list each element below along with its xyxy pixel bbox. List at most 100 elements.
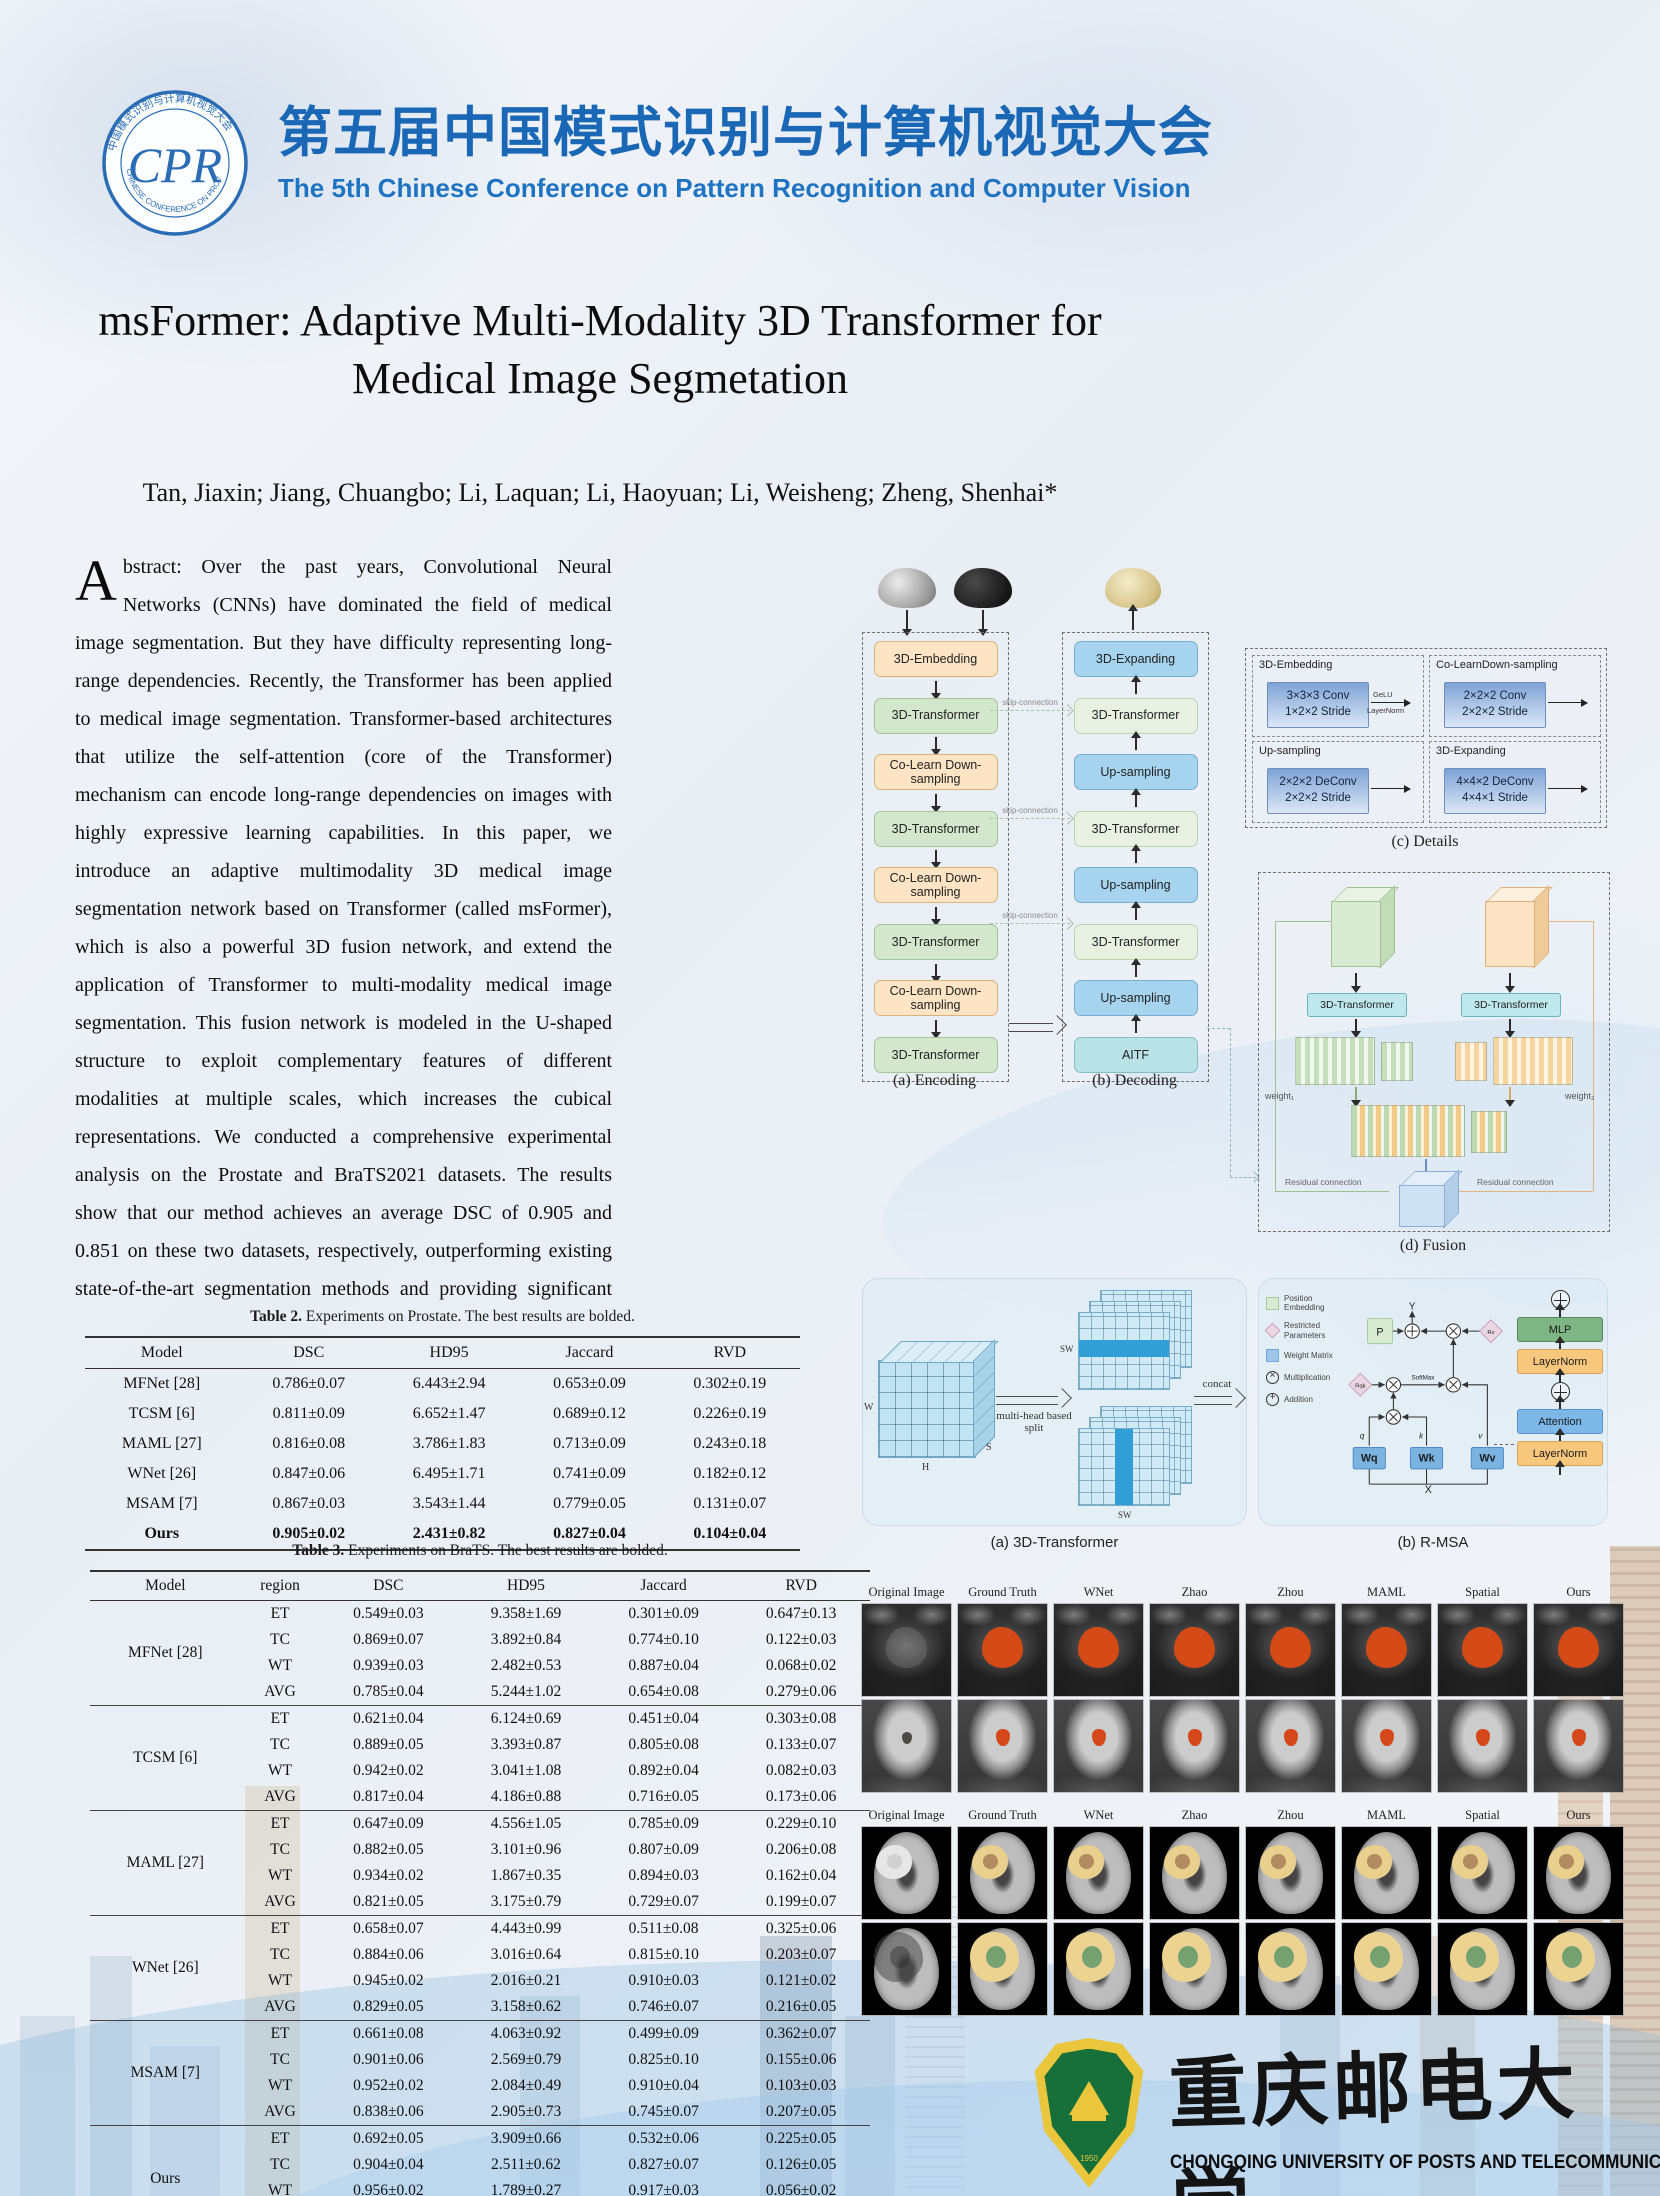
- value-cell: 0.243±0.18: [693, 1435, 767, 1452]
- mri-image: [861, 1922, 952, 2016]
- table-row: TC 0.889±0.05 3.393±0.87 0.805±0.08 0.133±0.…: [90, 1732, 870, 1758]
- table-row: TC 0.882±0.05 3.101±0.96 0.807±0.09 0.206±0.…: [90, 1837, 870, 1863]
- details-cell-title: 3D-Embedding: [1259, 659, 1333, 671]
- university-logo-inner: 1950: [1044, 2048, 1134, 2175]
- axis-s-label: S: [986, 1442, 992, 1453]
- feature-slices-orange-small: [1455, 1042, 1487, 1081]
- attention-window-band: [1079, 1340, 1169, 1358]
- legend-item: Multiplication: [1266, 1370, 1348, 1384]
- table3-caption-text: Experiments on BraTS. The best results a…: [344, 1542, 668, 1559]
- svg-text:Wk: Wk: [1418, 1453, 1434, 1465]
- arrow-up-icon: [1555, 1460, 1565, 1475]
- value-cell: 0.162±0.04: [765, 1867, 837, 1884]
- segmentation-mask: [1092, 1728, 1106, 1746]
- model-cell: MAML [27]: [121, 1435, 202, 1452]
- feature-slices-green: [1295, 1037, 1375, 1085]
- legend-label: Weight Matrix: [1284, 1350, 1333, 1360]
- encoding-label: (a) Encoding: [892, 1072, 977, 1089]
- diamond-pink-icon: [1264, 1322, 1281, 1339]
- fusion-label: (d) Fusion: [1399, 1237, 1467, 1254]
- value-cell: 0.815±0.10: [628, 1946, 699, 1963]
- value-cell: 3.175±0.79: [490, 1893, 562, 1910]
- arrow-down-icon: [930, 963, 941, 983]
- value-cell: 0.279±0.06: [765, 1683, 837, 1700]
- value-cell: 0.549±0.03: [319, 1600, 458, 1627]
- block-aitf: AITF: [1073, 1036, 1198, 1073]
- table-row: MAML [27] 0.816±0.08 3.786±1.83 0.713±0.09 0…: [85, 1429, 800, 1459]
- segmentation-mask: [876, 1845, 912, 1879]
- table-row: WNet [26] 0.847±0.06 6.495±1.71 0.741±0.09 0…: [85, 1459, 800, 1489]
- block-up-sampling: Up-sampling: [1073, 754, 1198, 791]
- value-cell: 4.063±0.92: [457, 2020, 595, 2047]
- value-cell: 0.104±0.04: [659, 1519, 800, 1551]
- value-cell: 3.158±0.62: [490, 1998, 562, 2015]
- feature-slices-orange: [1493, 1037, 1573, 1085]
- value-cell: 4.443±0.99: [457, 1915, 595, 1942]
- table-row: MFNet [28] ET 0.549±0.03 9.358±1.69 0.301±0.…: [90, 1600, 870, 1706]
- oplus-icon: [1266, 1392, 1279, 1406]
- region-cell: WT: [268, 1762, 293, 1779]
- conv-spec-box: 2×2×2 Conv 2×2×2 Stride: [1444, 682, 1546, 728]
- value-cell: 0.838±0.06: [353, 2103, 424, 2120]
- table-column-header: HD95: [378, 1336, 520, 1369]
- mri-image: [1149, 1699, 1240, 1793]
- legend-label: Position Embedding: [1284, 1294, 1325, 1313]
- segmentation-mask: [886, 1627, 927, 1669]
- value-cell: 0.325±0.06: [732, 1915, 870, 1942]
- conv-spec-line: 2×2×2 Conv: [1463, 690, 1527, 703]
- region-cell: AVG: [264, 1683, 296, 1700]
- value-cell: 3.101±0.96: [490, 1841, 562, 1858]
- details-panel: 3D-Embedding 3×3×3 Conv 1×2×2 Stride GeLU La…: [1245, 648, 1607, 828]
- modality2-feature-volume: [1485, 885, 1553, 969]
- aitf-fusion-connector: [1207, 1028, 1230, 1029]
- residual-line-left: [1275, 921, 1331, 922]
- model-cell: MSAM [7]: [126, 1495, 198, 1512]
- otimes-icon: [1266, 1370, 1279, 1384]
- value-cell: 0.952±0.02: [353, 2077, 424, 2094]
- value-cell: 0.889±0.05: [353, 1736, 424, 1753]
- value-cell: 0.303±0.08: [732, 1705, 870, 1732]
- prostate-results-table: Model DSC HD95 Jaccard RVD MFNet [28] 0.786±0…: [85, 1336, 800, 1551]
- model-cell: Ours: [90, 2125, 241, 2196]
- table2-caption-text: Experiments on Prostate. The best result…: [302, 1308, 635, 1325]
- output-segmentation-image: [1105, 568, 1161, 608]
- pagoda-emblem: [1068, 2081, 1109, 2116]
- skip-connection-label: skip-connection: [1002, 806, 1058, 815]
- table-row: TC 0.884±0.06 3.016±0.64 0.815±0.10 0.203±0.…: [90, 1942, 870, 1968]
- decoding-label: (b) Decoding: [1092, 1072, 1177, 1089]
- grid-header-row: Original Image Ground Truth WNet Zhao Zhou MA…: [862, 1808, 1623, 1823]
- table-column-header: RVD: [659, 1336, 800, 1369]
- skip-connection-label: skip-connection: [1002, 698, 1058, 707]
- legend-item: Weight Matrix: [1266, 1348, 1348, 1362]
- table-row: TC 0.869±0.07 3.892±0.84 0.774±0.10 0.122±0.…: [90, 1627, 870, 1653]
- conv-spec-box: 4×4×2 DeConv 4×4×1 Stride: [1444, 768, 1546, 814]
- segmentation-mask: [982, 1627, 1023, 1669]
- mri-image: [1533, 1699, 1624, 1793]
- grid-column-label: Ours: [1566, 1808, 1591, 1822]
- details-cell: 3D-Embedding 3×3×3 Conv 1×2×2 Stride GeLU La…: [1252, 655, 1424, 737]
- arrow-up-icon: [1130, 957, 1141, 977]
- details-cell: 3D-Expanding 4×4×2 DeConv 4×4×1 Stride: [1429, 741, 1601, 823]
- arrow-down-icon: [930, 1020, 941, 1040]
- conference-logo: 中国模式识别与计算机视觉大会 CHINESE CONFERENCE ON PRC…: [100, 88, 250, 243]
- bottleneck-arrow-icon: [1009, 1023, 1053, 1032]
- arrow-up-icon: [1555, 1303, 1565, 1317]
- grid-column-label: Zhou: [1277, 1585, 1304, 1599]
- architecture-figure: 3D-Embedding 3D-Transformer Co-Learn Down-…: [862, 565, 1652, 1265]
- model-cell: TCSM [6]: [90, 1705, 241, 1811]
- arrow-up-icon: [1130, 901, 1141, 921]
- conv-spec-line: 2×2×2 Stride: [1462, 706, 1528, 718]
- value-cell: 0.301±0.09: [594, 1600, 733, 1627]
- value-cell: 0.827±0.04: [519, 1519, 660, 1551]
- conv-spec-line: 1×2×2 Stride: [1285, 706, 1351, 718]
- value-cell: 3.041±1.08: [490, 1762, 562, 1779]
- legend-item: Restricted Parameters: [1264, 1321, 1348, 1340]
- fused-output-volume: [1399, 1169, 1463, 1229]
- value-cell: 0.894±0.03: [628, 1867, 699, 1884]
- value-cell: 0.817±0.04: [353, 1788, 424, 1805]
- value-cell: 0.713±0.09: [553, 1435, 626, 1452]
- arrow-down-icon: [1351, 1087, 1361, 1107]
- details-cell-title: 3D-Expanding: [1436, 745, 1506, 757]
- value-cell: 6.124±0.69: [457, 1705, 595, 1732]
- table-row: AVG 0.829±0.05 3.158±0.62 0.746±0.07 0.216±0…: [90, 1994, 870, 2021]
